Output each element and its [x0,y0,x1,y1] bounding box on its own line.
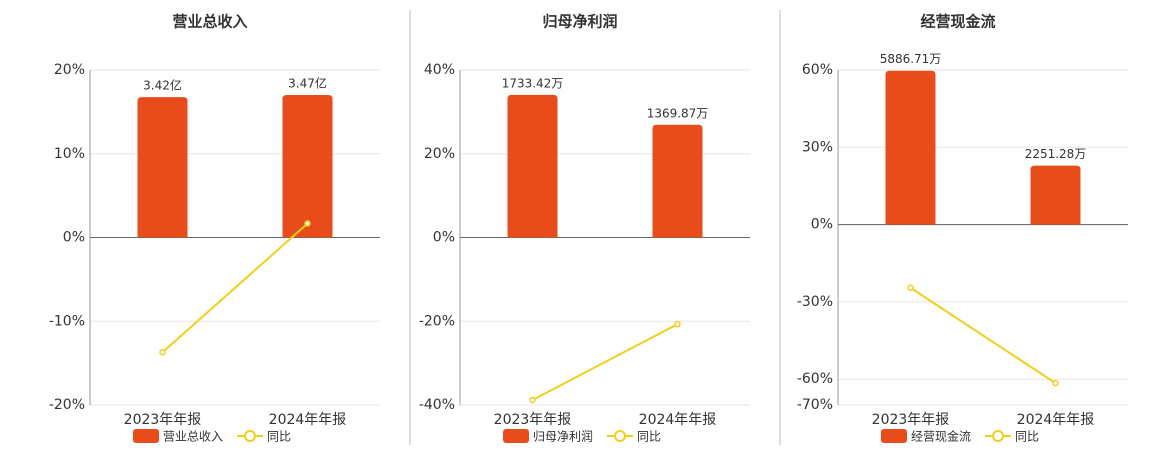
x-tick-label: 2024年年报 [269,412,347,428]
bar [282,95,333,238]
bar [652,124,703,238]
y-tick-label: 0% [811,217,833,233]
chart-title: 归母净利润 [542,13,617,31]
y-tick-label: 30% [802,139,833,155]
y-tick-label: -60% [797,371,833,387]
legend-swatch [992,430,1005,442]
point [1052,379,1059,387]
point [529,396,536,404]
legend-label: 营业总收入 [163,430,223,444]
value-label: 5886.71万 [880,52,942,66]
legend-label: 经营现金流 [911,429,971,444]
y-tick-label: -70% [797,397,833,413]
point [159,348,166,356]
bar [507,94,558,238]
x-tick-label: 2023年年报 [124,412,202,428]
chart: 经营现金流 60% 30% 0% -30% -60% -70% 2023年年报 2024年年报 5… [797,13,1128,444]
legend-swatch [133,429,159,443]
line [161,222,309,353]
point [907,284,914,291]
legend-swatch [881,429,907,443]
value-label: 3.47亿 [288,76,327,91]
legend-swatch [614,430,627,442]
line [909,286,1057,384]
legend-label: 同比 [267,430,291,444]
y-tick-label: 0% [63,230,85,246]
value-label: 3.42亿 [143,78,182,93]
bar [885,70,936,225]
y-tick-label: -20% [419,313,455,329]
chart: 归母净利润 40% 20% 0% -20% -40% 2023年年报 2024年年报 1733.… [419,13,750,444]
y-tick-label: 10% [54,146,85,162]
legend-swatch [503,429,529,443]
legend-label: 同比 [1015,430,1039,444]
legend-label: 归母净利润 [533,430,593,444]
y-tick-label: 20% [424,146,455,162]
x-tick-label: 2023年年报 [872,412,950,428]
value-label: 1733.42万 [502,76,564,90]
bar [1030,165,1081,225]
y-tick-label: -10% [49,313,85,329]
chart-title: 经营现金流 [920,13,995,31]
y-tick-label: 60% [802,62,833,78]
x-tick-label: 2023年年报 [494,412,572,428]
y-tick-label: -30% [797,294,833,310]
y-tick-label: -40% [419,397,455,413]
point [304,220,311,227]
y-tick-label: 20% [54,62,85,78]
point [674,320,681,328]
y-tick-label: -20% [49,397,85,413]
y-tick-label: 40% [424,62,455,78]
y-tick-label: 0% [433,230,455,246]
chart: 营业总收入 20% 10% 0% -10% -20% 2023年年报 2024年年报 3.42亿… [49,13,380,444]
bar [137,97,188,238]
legend-swatch [244,430,257,442]
x-tick-label: 2024年年报 [1017,412,1095,428]
chart-title: 营业总收入 [172,13,247,31]
value-label: 2251.28万 [1025,147,1087,161]
value-label: 1369.87万 [647,106,709,120]
line [532,323,678,401]
x-tick-label: 2024年年报 [639,412,717,428]
legend-label: 同比 [637,430,661,444]
